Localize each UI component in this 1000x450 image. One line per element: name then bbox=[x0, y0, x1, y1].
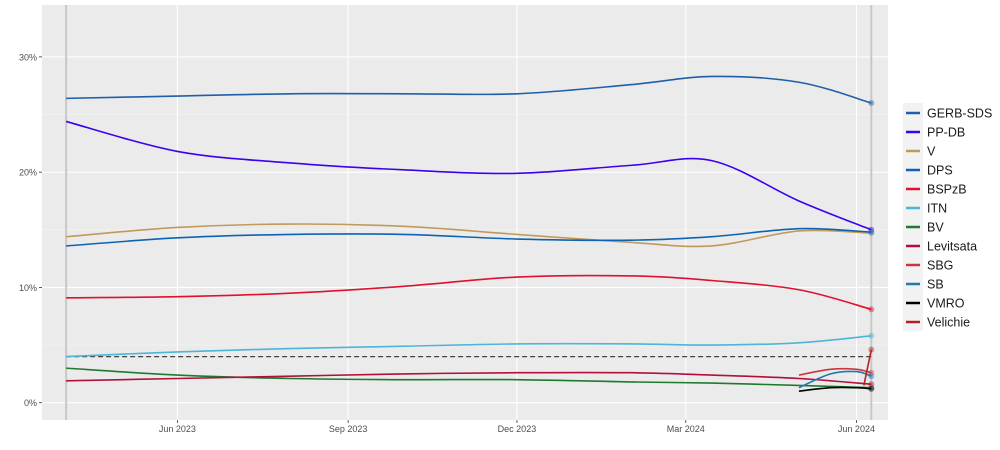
series-line-bspzb bbox=[66, 274, 872, 311]
series-line-dps bbox=[66, 227, 872, 247]
legend-label-bv: BV bbox=[927, 221, 944, 235]
series-line-pp-db bbox=[65, 120, 872, 231]
legend-label-sbg: SBG bbox=[927, 259, 953, 273]
legend-label-dps: DPS bbox=[927, 164, 953, 178]
legend-label-vmro: VMRO bbox=[927, 297, 965, 311]
y-tick-label: 20% bbox=[19, 168, 37, 178]
result-point-vmro bbox=[868, 385, 875, 392]
legend-label-bspzb: BSPzB bbox=[927, 183, 967, 197]
series-line-gerb-sds bbox=[66, 75, 872, 104]
series-line-v bbox=[66, 223, 872, 248]
legend-label-sb: SB bbox=[927, 278, 944, 292]
result-point-sbg bbox=[868, 369, 875, 376]
series-line-vmro bbox=[798, 386, 872, 392]
series-line-levitsata bbox=[66, 371, 872, 386]
legend-label-gerb-sds: GERB-SDS bbox=[927, 107, 992, 121]
x-tick-label: Mar 2024 bbox=[667, 424, 705, 434]
result-point-bspzb bbox=[868, 306, 875, 313]
legend-label-itn: ITN bbox=[927, 202, 947, 216]
y-tick-label: 0% bbox=[24, 398, 37, 408]
y-tick-label: 30% bbox=[19, 52, 37, 62]
y-tick-label: 10% bbox=[19, 283, 37, 293]
result-point-dps bbox=[868, 229, 875, 236]
x-tick-label: Dec 2023 bbox=[498, 424, 537, 434]
series-line-itn bbox=[66, 335, 872, 358]
x-tick-label: Jun 2023 bbox=[159, 424, 196, 434]
result-point-sb bbox=[868, 373, 875, 380]
plot-panel bbox=[42, 5, 888, 420]
series-line-velichie bbox=[863, 349, 873, 386]
legend-label-velichie: Velichie bbox=[927, 316, 970, 330]
series-line-bv bbox=[66, 367, 872, 389]
result-point-levitsata bbox=[868, 381, 875, 388]
result-point-velichie bbox=[868, 346, 875, 353]
result-point-itn bbox=[868, 332, 875, 339]
x-tick-label: Jun 2024 bbox=[838, 424, 875, 434]
legend-label-v: V bbox=[927, 145, 936, 159]
series-line-sbg bbox=[798, 367, 872, 376]
legend-label-pp-db: PP-DB bbox=[927, 126, 965, 140]
result-point-gerb-sds bbox=[868, 99, 875, 106]
legend-label-levitsata: Levitsata bbox=[927, 240, 977, 254]
x-tick-label: Sep 2023 bbox=[329, 424, 368, 434]
